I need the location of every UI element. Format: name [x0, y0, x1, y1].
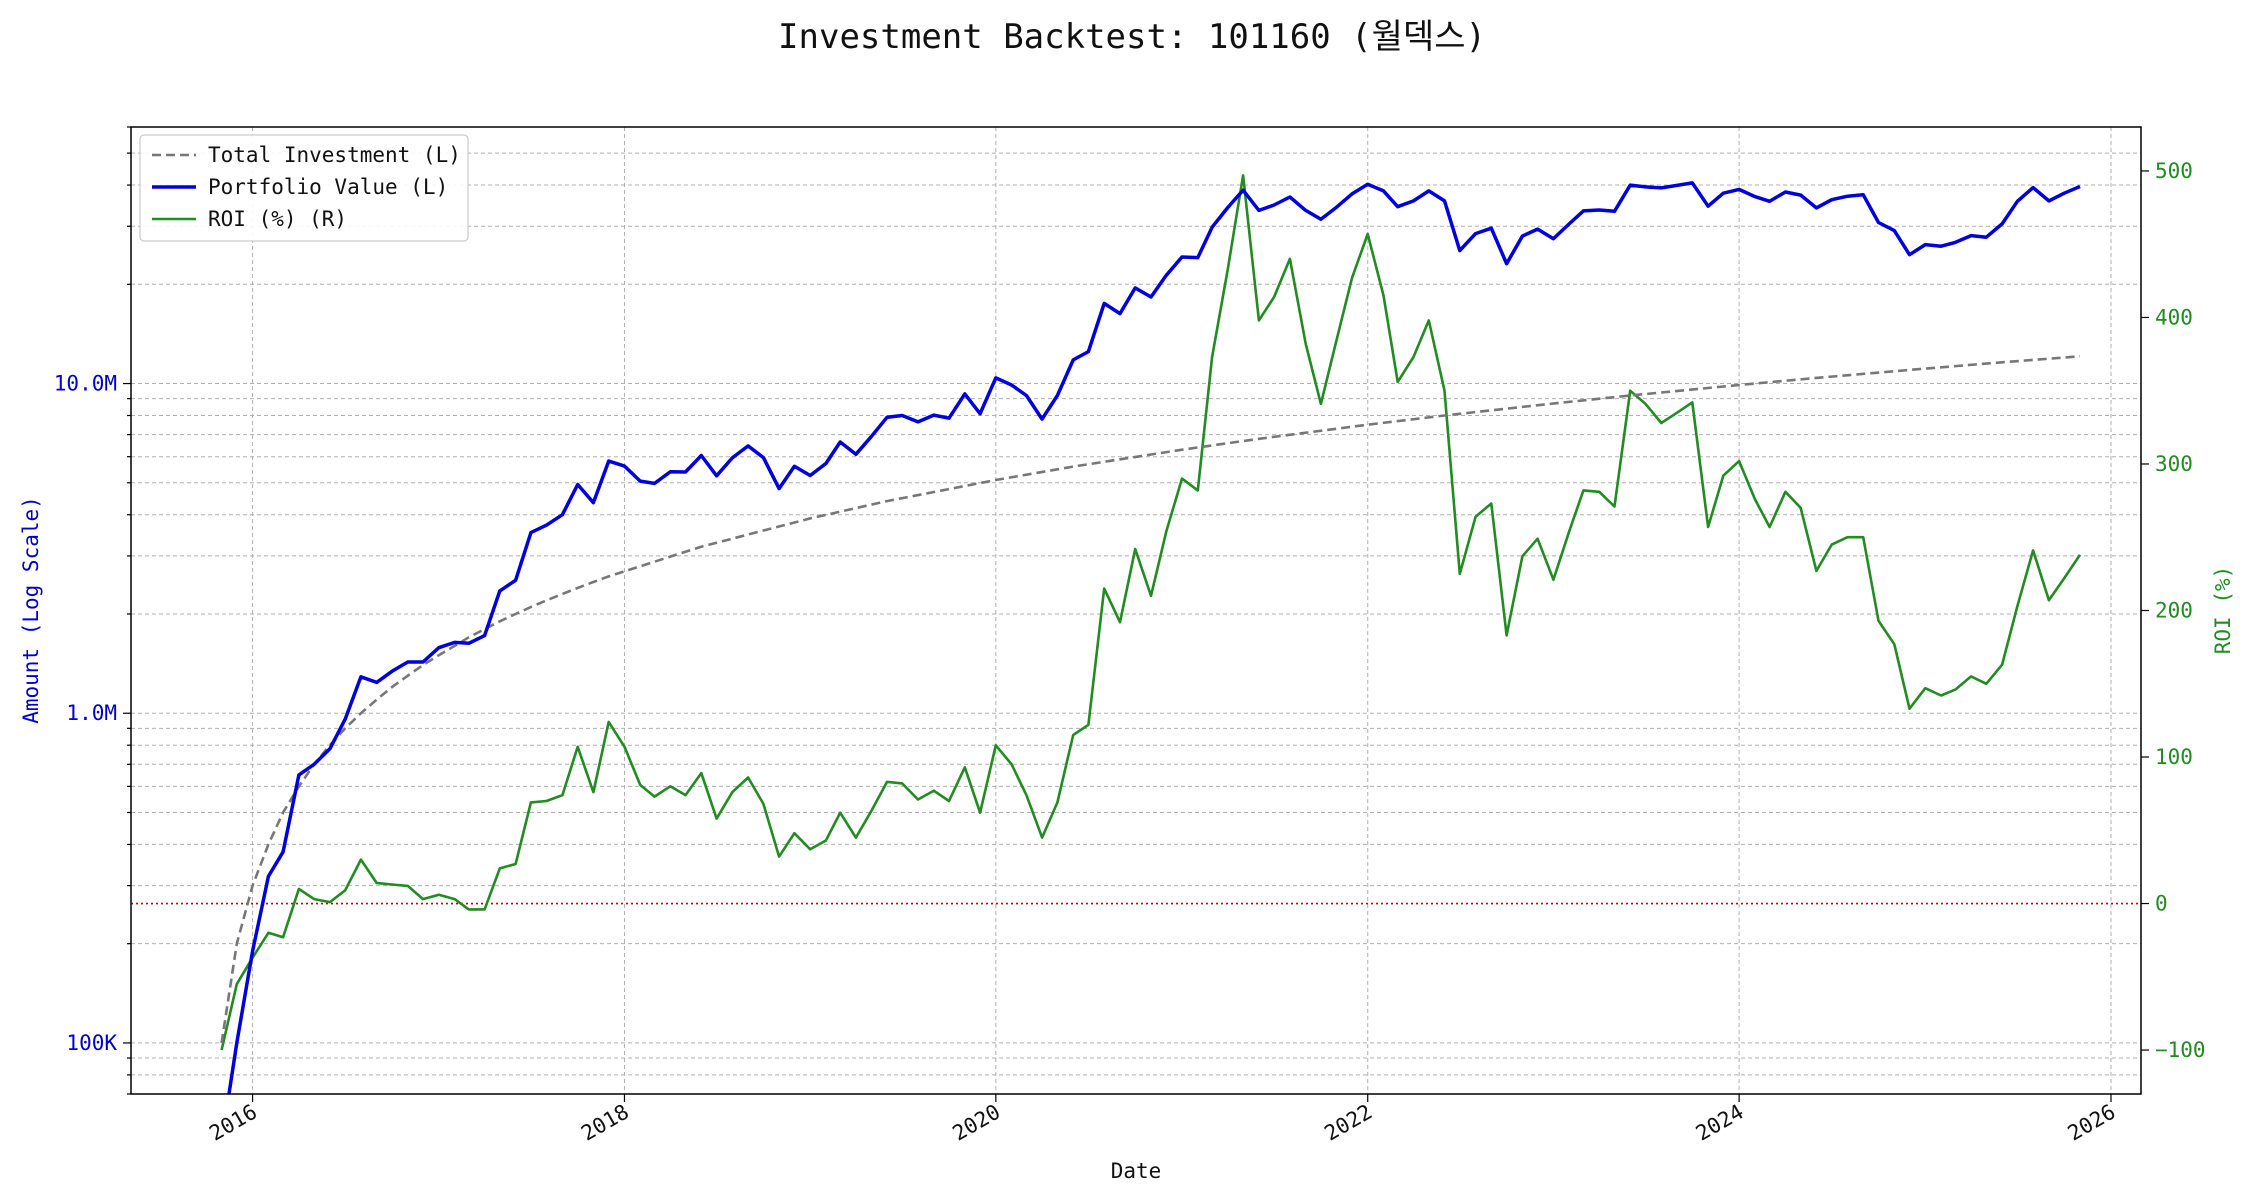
legend-label: ROI (%) (R)	[208, 207, 347, 231]
right-tick-label: −100	[2155, 1038, 2206, 1062]
right-tick-label: 300	[2155, 452, 2193, 476]
left-tick-label: 10.0M	[54, 372, 117, 396]
right-tick-label: 0	[2155, 892, 2168, 916]
legend-label: Portfolio Value (L)	[208, 175, 448, 199]
right-tick-label: 200	[2155, 599, 2193, 623]
legend-box	[139, 134, 469, 242]
right-tick-label: 400	[2155, 305, 2193, 329]
legend-label: Total Investment (L)	[208, 143, 461, 167]
series-line-total-investment-l	[220, 355, 2081, 1044]
left-tick-label: 1.0M	[66, 701, 117, 725]
x-tick-label: 2022	[1320, 1100, 1376, 1146]
left-y-axis-label: Amount (Log Scale)	[19, 496, 43, 724]
series-line-portfolio-value-l	[227, 181, 2081, 1094]
x-tick-label: 2020	[949, 1100, 1005, 1146]
x-axis-label: Date	[1111, 1159, 1162, 1183]
plot-area-frame	[130, 126, 2142, 1095]
grid-lines	[131, 126, 2141, 1095]
x-tick-label: 2024	[1692, 1100, 1748, 1146]
series-line-roi-r	[220, 174, 2082, 1051]
axis-ticks: 100K 1.0M 10.0M −100 0 100 200 300 400 500 2016 201…	[54, 126, 2206, 1146]
right-y-axis-label: ROI (%)	[2211, 566, 2235, 655]
x-tick-label: 2026	[2064, 1100, 2120, 1146]
series-lines	[220, 174, 2082, 1094]
right-tick-label: 500	[2155, 159, 2193, 183]
legend: Total Investment (L) Portfolio Value (L) R…	[139, 134, 469, 242]
chart-title: Investment Backtest: 101160 (월덱스)	[778, 17, 1486, 57]
left-tick-label: 100K	[66, 1031, 117, 1055]
right-tick-label: 100	[2155, 745, 2193, 769]
x-tick-label: 2016	[205, 1100, 261, 1146]
x-tick-label: 2018	[577, 1100, 633, 1146]
